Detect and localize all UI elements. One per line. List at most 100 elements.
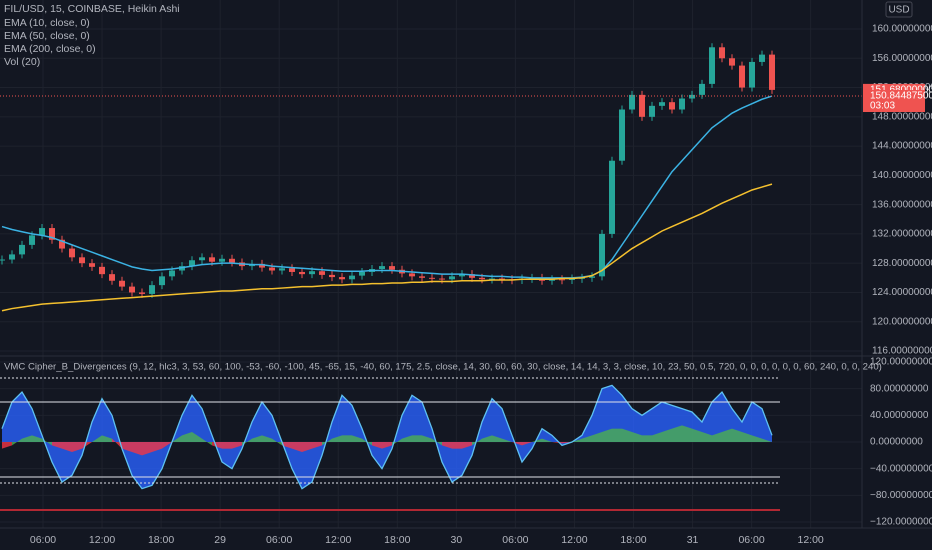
candle [489,278,495,280]
money-flow-area [602,428,612,442]
price-tick-label: 116.00000000 [872,346,932,357]
wave-area [192,395,202,442]
money-flow-area [232,442,242,449]
money-flow-area [92,435,102,442]
wave-area [262,402,272,442]
symbol: FIL/USD, 15, COINBASE, Heikin Ashi [4,3,180,15]
money-flow-area [452,442,462,449]
price-tick-label: 128.00000000 [872,258,932,269]
money-flow-area [122,442,132,452]
candle [379,266,385,270]
price-tick-label: 148.00000000 [872,111,932,122]
money-flow-area [42,438,52,446]
wave-area [422,402,432,442]
money-flow-area [662,428,672,442]
price-tick-label: 132.00000000 [872,229,932,240]
price-tick-label: 160.00000000 [872,24,932,35]
candle [439,278,445,280]
candle [499,278,505,280]
candle [409,273,415,277]
candle [99,266,105,275]
candle [419,276,425,278]
money-flow-area [102,435,112,442]
wave-area [702,402,712,442]
money-flow-area [72,442,82,452]
wave-area [342,395,352,442]
candle [619,109,625,161]
candle [329,274,335,278]
indicator: EMA (10, close, 0) [4,17,90,29]
candle [349,275,355,280]
time-label: 18:00 [148,534,174,546]
money-flow-area [152,442,162,452]
candle [759,54,765,62]
money-flow-area [2,442,12,449]
money-flow-area [742,432,752,442]
price-tick-label: 136.00000000 [872,199,932,210]
candle [69,248,75,258]
osc-tick-label: −120.00000000 [870,517,932,528]
money-flow-area [672,425,682,442]
money-flow-area [32,435,42,442]
money-flow-area [482,435,492,442]
time-label: 12:00 [325,534,351,546]
time-label: 18:00 [384,534,410,546]
wave-area [232,442,242,469]
wave-area [642,408,652,442]
osc-tick-label: −40.00000000 [870,463,932,474]
candle [149,285,155,294]
time-label: 29 [214,534,226,546]
money-flow-area [712,432,722,442]
money-flow-area [352,435,362,442]
money-flow-area [702,432,712,442]
money-flow-area [542,438,552,442]
indicator: EMA (50, close, 0) [4,30,90,42]
candle [339,277,345,280]
money-flow-area [112,438,122,449]
wave-area [742,402,752,442]
time-label: 06:00 [502,534,528,546]
wave-area [312,442,322,482]
candle [319,271,325,275]
wave-area [152,442,162,486]
candle [689,94,695,99]
money-flow-area [722,428,732,442]
wave-area [102,398,112,442]
candle [0,259,5,261]
candle [589,276,595,278]
money-flow-area [272,438,282,446]
money-flow-area [432,438,442,446]
candle [119,280,125,287]
candle [639,94,645,117]
candle [129,286,135,293]
wave-area [522,442,532,462]
money-flow-area [762,438,772,442]
wave-area [402,395,412,442]
candle [629,94,635,110]
candle [719,47,725,59]
wave-area [482,398,492,442]
candle [559,279,565,281]
osc-tick-label: 120.00000000 [870,357,932,368]
candle [679,98,685,110]
candle [19,244,25,255]
wave-area [372,442,382,469]
wave-area [752,402,762,442]
price-tick-label: 140.00000000 [872,170,932,181]
currency[interactable]: USD [888,5,909,16]
money-flow-area [472,438,482,446]
oscillator-title: VMC Cipher_B_Divergences (9, 12, hlc3, 3… [4,362,882,373]
candle [739,65,745,88]
candle [729,58,735,66]
candle [159,276,165,286]
time-label: 12:00 [798,534,824,546]
money-flow-area [22,435,32,442]
candle [769,54,775,90]
candle [139,292,145,294]
candle [699,83,705,95]
time-label: 31 [687,534,699,546]
currency-button[interactable] [885,1,913,18]
candle [199,257,205,261]
money-flow-area [192,432,202,442]
